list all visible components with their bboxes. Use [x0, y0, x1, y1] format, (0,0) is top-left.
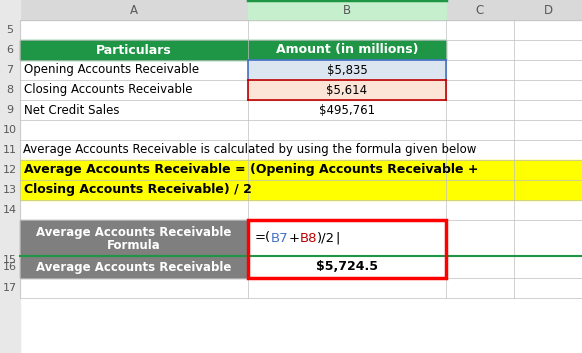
Text: Average Accounts Receivable: Average Accounts Receivable — [36, 226, 232, 239]
Text: 12: 12 — [3, 165, 17, 175]
Text: 7: 7 — [6, 65, 13, 75]
Bar — [248, 220, 446, 278]
Text: Average Accounts Receivable = (Opening Accounts Receivable +: Average Accounts Receivable = (Opening A… — [24, 163, 478, 176]
Text: Closing Accounts Receivable: Closing Accounts Receivable — [24, 84, 193, 96]
Text: 11: 11 — [3, 145, 17, 155]
Text: 13: 13 — [3, 185, 17, 195]
Text: |: | — [335, 232, 340, 245]
Text: 16: 16 — [3, 262, 17, 272]
Text: Closing Accounts Receivable) / 2: Closing Accounts Receivable) / 2 — [24, 184, 252, 197]
Text: B8: B8 — [300, 232, 317, 245]
Text: 14: 14 — [3, 205, 17, 215]
Text: C: C — [476, 4, 484, 17]
Bar — [248, 60, 446, 80]
Text: Formula: Formula — [107, 239, 161, 252]
Bar — [20, 160, 582, 200]
Bar — [248, 80, 446, 100]
Text: $495,761: $495,761 — [319, 103, 375, 116]
Text: B7: B7 — [271, 232, 289, 245]
Text: Net Credit Sales: Net Credit Sales — [24, 103, 119, 116]
Text: Particulars: Particulars — [96, 43, 172, 56]
Text: Average Accounts Receivable is calculated by using the formula given below: Average Accounts Receivable is calculate… — [23, 144, 477, 156]
Bar — [20, 40, 248, 60]
Text: )/2: )/2 — [317, 232, 335, 245]
Text: $5,724.5: $5,724.5 — [316, 261, 378, 274]
Bar — [248, 40, 446, 60]
Text: A: A — [130, 4, 138, 17]
Text: 8: 8 — [6, 85, 13, 95]
Bar — [20, 220, 248, 278]
Text: =(: =( — [255, 232, 271, 245]
Text: 9: 9 — [6, 105, 13, 115]
Text: 5: 5 — [6, 25, 13, 35]
Text: $5,835: $5,835 — [327, 64, 367, 77]
Text: Average Accounts Receivable: Average Accounts Receivable — [36, 261, 232, 274]
Text: +: + — [289, 232, 300, 245]
Text: B: B — [343, 4, 351, 17]
Text: 10: 10 — [3, 125, 17, 135]
Bar — [0, 0, 20, 353]
Text: 6: 6 — [6, 45, 13, 55]
Text: 17: 17 — [3, 283, 17, 293]
Text: Opening Accounts Receivable: Opening Accounts Receivable — [24, 64, 199, 77]
Bar — [0, 0, 582, 20]
Text: Amount (in millions): Amount (in millions) — [276, 43, 418, 56]
Bar — [248, 0, 446, 20]
Text: $5,614: $5,614 — [327, 84, 368, 96]
Text: D: D — [544, 4, 552, 17]
Text: 15: 15 — [3, 255, 17, 265]
